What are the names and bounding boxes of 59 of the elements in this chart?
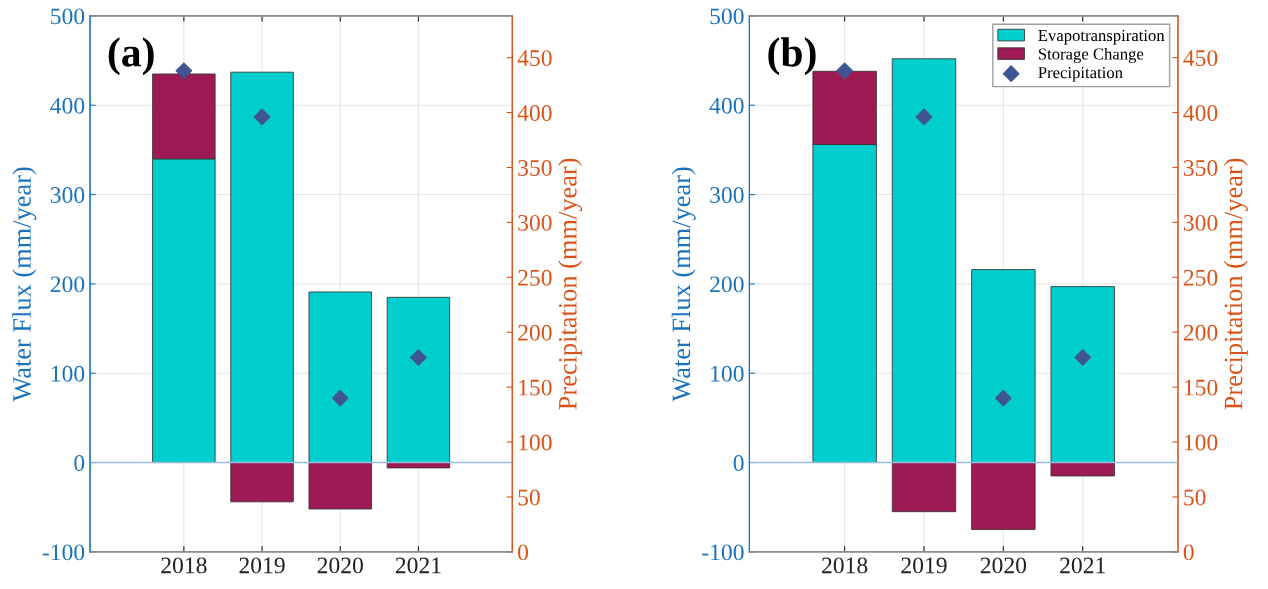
legend-label: Precipitation [1038, 67, 1123, 82]
y2-tick-label: 450 [1183, 50, 1218, 67]
y-tick-label: -100 [702, 544, 744, 561]
legend-label: Evapotranspiration [1038, 29, 1165, 45]
y2-tick-label: 250 [1183, 269, 1218, 286]
y2-tick-label: 350 [518, 159, 552, 176]
point [995, 389, 1012, 407]
point [410, 349, 427, 366]
x-tick-label: 2020 [317, 557, 363, 574]
y-tick-label: 100 [51, 365, 85, 382]
y2-tick-label: 300 [1183, 214, 1218, 231]
x-tick-label: 2021 [1060, 557, 1105, 574]
y2-tick-label: 200 [1183, 324, 1218, 341]
point [253, 108, 271, 126]
y2-tick-label: 350 [1183, 159, 1218, 176]
x-tick-label: 2021 [395, 557, 441, 574]
y2-tick-label: 100 [519, 434, 552, 451]
y-tick-label: 300 [710, 187, 744, 203]
annotation: (a) [108, 37, 154, 76]
x-tick-label: 2019 [239, 557, 285, 574]
x-tick-label: 2020 [980, 557, 1027, 574]
y2-tick-label: 100 [1184, 434, 1218, 451]
y-tick-label: 100 [711, 365, 744, 382]
x-tick-label: 2019 [901, 557, 947, 574]
y-tick-label: 0 [74, 455, 85, 471]
y-tick-label: 500 [710, 8, 744, 25]
y2-tick-label: 0 [518, 544, 529, 561]
x-tick-label: 2018 [822, 557, 868, 574]
y2-tick-label: 400 [517, 105, 552, 121]
point [1074, 349, 1092, 366]
y2-tick-label: 250 [518, 269, 552, 286]
y-tick-label: 400 [50, 97, 85, 114]
y2-tick-label: 450 [517, 50, 552, 67]
y2-axis-title: Precipitation (mm/year) [1223, 158, 1248, 410]
y-axis-title: Water Flux (mm/year) [671, 167, 696, 402]
y2-tick-label: 50 [518, 489, 540, 506]
annotation: (b) [768, 37, 816, 76]
y-tick-label: 200 [710, 276, 744, 293]
y2-tick-label: 50 [1184, 489, 1206, 506]
y2-tick-label: 0 [1183, 544, 1194, 561]
y-tick-label: 0 [733, 455, 744, 471]
y2-tick-label: 400 [1183, 105, 1218, 121]
legend-label: Storage Change [1038, 47, 1144, 64]
y2-axis-title: Precipitation (mm/year) [558, 158, 583, 410]
y2-tick-label: 150 [1184, 379, 1218, 396]
y-tick-label: 400 [709, 97, 744, 114]
y-tick-label: 500 [51, 8, 85, 25]
point [331, 389, 349, 407]
y-tick-label: 200 [50, 276, 85, 293]
y-tick-label: -100 [42, 544, 85, 561]
y-tick-label: 300 [50, 187, 85, 203]
y2-tick-label: 300 [518, 214, 552, 231]
point [915, 108, 933, 126]
y2-tick-label: 150 [519, 379, 552, 396]
x-tick-label: 2018 [161, 557, 207, 574]
y2-tick-label: 200 [518, 324, 552, 341]
point [175, 62, 193, 80]
point [836, 62, 853, 80]
y-axis-title: Water Flux (mm/year) [12, 167, 37, 402]
